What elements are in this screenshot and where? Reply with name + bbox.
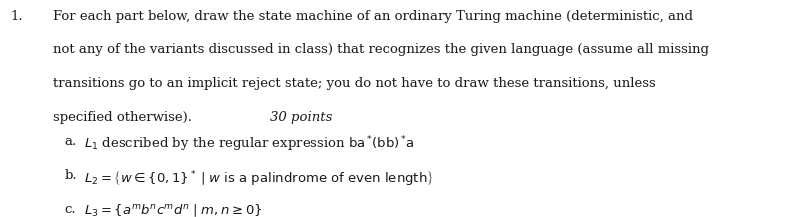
Text: not any of the variants discussed in class) that recognizes the given language (: not any of the variants discussed in cla… <box>53 43 710 56</box>
Text: transitions go to an implicit reject state; you do not have to draw these transi: transitions go to an implicit reject sta… <box>53 77 656 90</box>
Text: specified otherwise).: specified otherwise). <box>53 111 196 124</box>
Text: $L_3 = \left\{a^m b^n c^m d^n \mid m, n \geq 0\right\}$: $L_3 = \left\{a^m b^n c^m d^n \mid m, n … <box>84 203 263 217</box>
Text: 30 points: 30 points <box>270 111 332 124</box>
Text: For each part below, draw the state machine of an ordinary Turing machine (deter: For each part below, draw the state mach… <box>53 10 693 23</box>
Text: 1.: 1. <box>10 10 23 23</box>
Text: $L_1$ described by the regular expression $\mathrm{ba}^*\!\mathrm{(bb)}^*\!\math: $L_1$ described by the regular expressio… <box>84 135 414 154</box>
Text: a.: a. <box>64 135 77 148</box>
Text: b.: b. <box>64 169 77 182</box>
Text: $L_2 = \left\{w \in \{0,1\}^*\mid w\text{ is a palindrome of even length}\right\: $L_2 = \left\{w \in \{0,1\}^*\mid w\text… <box>84 169 434 189</box>
Text: c.: c. <box>64 203 76 216</box>
